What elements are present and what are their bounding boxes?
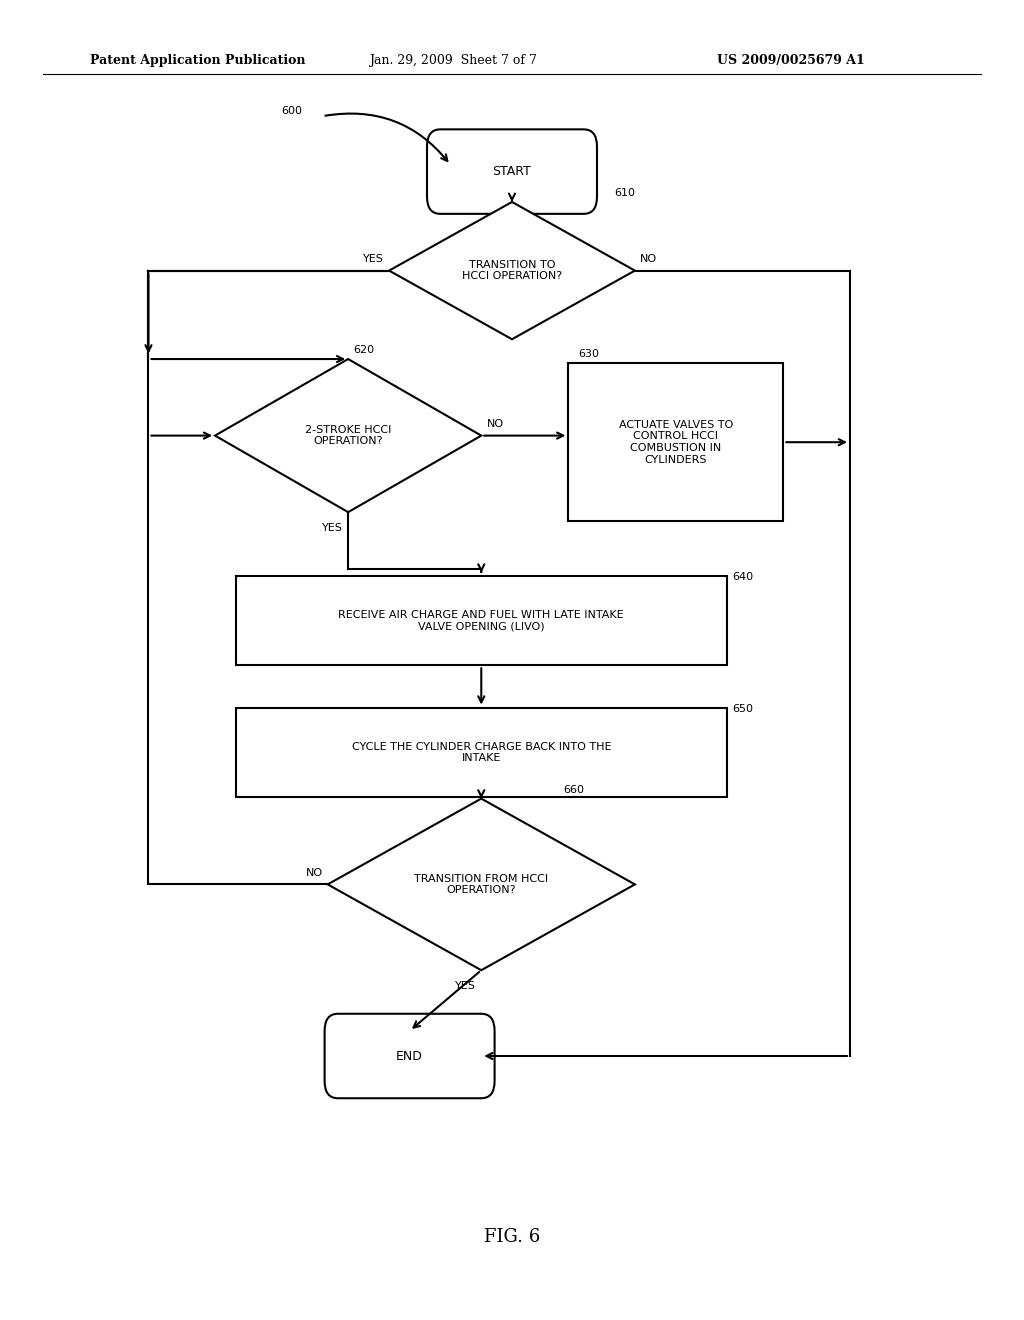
Text: 660: 660: [563, 784, 585, 795]
FancyBboxPatch shape: [325, 1014, 495, 1098]
Text: ACTUATE VALVES TO
CONTROL HCCI
COMBUSTION IN
CYLINDERS: ACTUATE VALVES TO CONTROL HCCI COMBUSTIO…: [618, 420, 733, 465]
Polygon shape: [389, 202, 635, 339]
Polygon shape: [215, 359, 481, 512]
Text: TRANSITION TO
HCCI OPERATION?: TRANSITION TO HCCI OPERATION?: [462, 260, 562, 281]
Text: Jan. 29, 2009  Sheet 7 of 7: Jan. 29, 2009 Sheet 7 of 7: [369, 54, 537, 67]
Bar: [236, 576, 727, 665]
Text: RECEIVE AIR CHARGE AND FUEL WITH LATE INTAKE
VALVE OPENING (LIVO): RECEIVE AIR CHARGE AND FUEL WITH LATE IN…: [339, 610, 624, 631]
Text: NO: NO: [486, 418, 504, 429]
Text: FIG. 6: FIG. 6: [484, 1228, 540, 1246]
Text: YES: YES: [456, 981, 476, 991]
Text: YES: YES: [323, 523, 343, 533]
Polygon shape: [328, 799, 635, 970]
Text: YES: YES: [364, 253, 384, 264]
Bar: [568, 363, 783, 521]
Text: TRANSITION FROM HCCI
OPERATION?: TRANSITION FROM HCCI OPERATION?: [415, 874, 548, 895]
Text: 2-STROKE HCCI
OPERATION?: 2-STROKE HCCI OPERATION?: [305, 425, 391, 446]
Text: US 2009/0025679 A1: US 2009/0025679 A1: [717, 54, 864, 67]
Text: 640: 640: [732, 572, 754, 582]
Text: NO: NO: [640, 253, 657, 264]
Text: CYCLE THE CYLINDER CHARGE BACK INTO THE
INTAKE: CYCLE THE CYLINDER CHARGE BACK INTO THE …: [351, 742, 611, 763]
Text: 630: 630: [579, 348, 600, 359]
Text: 620: 620: [353, 345, 375, 355]
Text: END: END: [396, 1049, 423, 1063]
FancyBboxPatch shape: [427, 129, 597, 214]
Text: NO: NO: [305, 867, 323, 878]
Text: START: START: [493, 165, 531, 178]
Text: 600: 600: [282, 106, 302, 116]
Text: 650: 650: [732, 704, 754, 714]
Text: Patent Application Publication: Patent Application Publication: [90, 54, 305, 67]
Bar: [236, 708, 727, 797]
Text: 610: 610: [614, 187, 636, 198]
